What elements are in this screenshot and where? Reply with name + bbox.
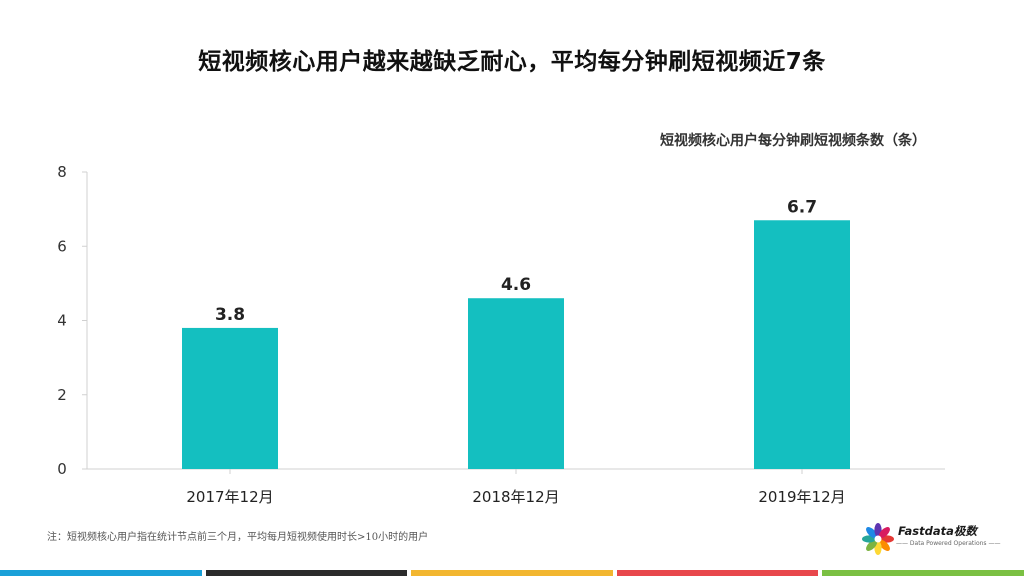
bar (754, 220, 850, 469)
stripe-segment (205, 570, 408, 576)
logo-petal (878, 539, 890, 551)
flower-logo-icon (862, 523, 894, 555)
stripe-segment (822, 570, 1024, 576)
stripe-segment (411, 570, 613, 576)
y-tick-label: 2 (57, 386, 67, 404)
x-tick-label: 2019年12月 (758, 488, 845, 506)
brand-logo: Fastdata极数 —— Data Powered Operations —— (858, 519, 1001, 559)
bar (468, 298, 564, 469)
unit-label: 短视频核心用户每分钟刷短视频条数（条） (660, 133, 926, 149)
y-tick-label: 6 (57, 237, 67, 255)
logo-tagline: —— Data Powered Operations —— (896, 540, 1001, 547)
data-label: 3.8 (215, 305, 245, 325)
footnote: 注：短视频核心用户指在统计节点前三个月，平均每月短视频使用时长>10小时的用户 (47, 532, 429, 543)
data-label: 6.7 (787, 197, 817, 217)
x-tick-label: 2017年12月 (186, 488, 273, 506)
stripe-segment (0, 570, 202, 576)
logo-petal (866, 539, 878, 551)
chart-title: 短视频核心用户越来越缺乏耐心，平均每分钟刷短视频近7条 (198, 49, 826, 75)
bar (182, 327, 278, 469)
y-tick-label: 0 (57, 460, 67, 478)
bottom-color-stripe (0, 570, 1024, 576)
logo-petal (878, 527, 890, 539)
stripe-segment (616, 570, 819, 576)
data-label: 4.6 (501, 275, 531, 295)
y-tick-label: 4 (57, 312, 67, 330)
logo-name: Fastdata极数 (898, 524, 977, 538)
x-tick-label: 2018年12月 (472, 488, 559, 506)
logo-center (874, 535, 882, 543)
y-tick-label: 8 (57, 163, 67, 181)
logo-petal (866, 527, 878, 539)
